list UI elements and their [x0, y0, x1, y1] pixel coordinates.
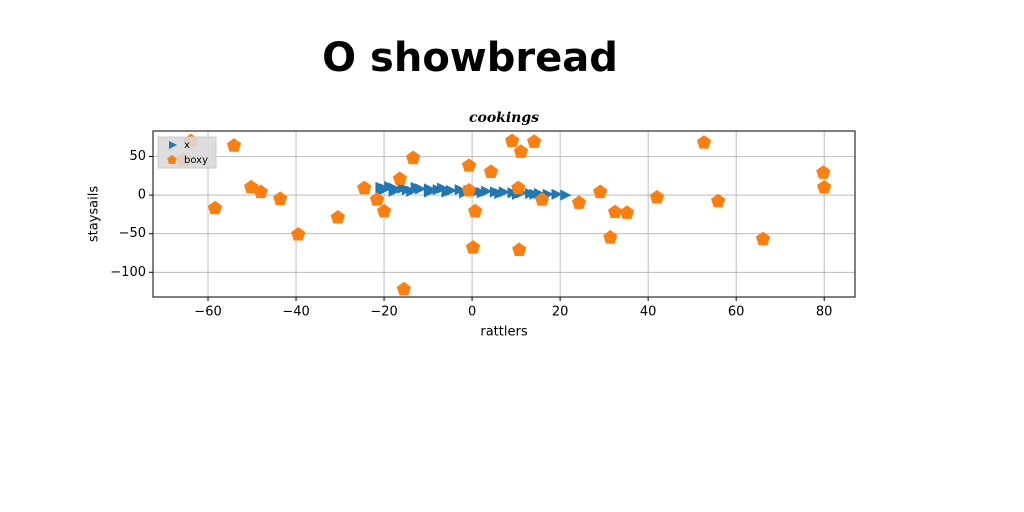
point [207, 200, 223, 215]
point [608, 204, 623, 219]
y-tick-label: 50 [129, 149, 146, 164]
point [423, 186, 436, 198]
point [226, 138, 242, 152]
point [755, 231, 771, 246]
point [619, 205, 635, 219]
x-tick-label: 60 [728, 305, 745, 320]
point [529, 188, 541, 200]
point [483, 164, 499, 178]
axes-title: cookings [469, 110, 539, 126]
point [330, 210, 345, 224]
point [406, 150, 421, 165]
point [649, 189, 665, 204]
point [406, 185, 418, 197]
x-tick-label: −60 [194, 305, 221, 320]
point [468, 203, 483, 218]
legend-marker [167, 155, 177, 164]
point [291, 227, 306, 241]
point [415, 183, 427, 195]
point [711, 193, 726, 208]
point [551, 188, 563, 200]
point [534, 192, 550, 206]
legend-marker [169, 141, 177, 149]
point [441, 186, 453, 198]
point [512, 242, 527, 256]
x-tick-label: 0 [468, 305, 476, 320]
y-tick-label: −100 [110, 265, 146, 280]
legend-label: boxy [184, 155, 208, 166]
point [696, 135, 712, 149]
point [527, 134, 542, 148]
plot-frame [152, 130, 856, 298]
x-tick-label: 40 [640, 305, 657, 320]
point [388, 185, 400, 197]
x-tick-label: 20 [552, 305, 569, 320]
point [461, 158, 477, 172]
point [357, 180, 372, 195]
legend-label: x [184, 140, 190, 151]
point [392, 171, 407, 185]
point [253, 184, 268, 199]
legend-box [157, 136, 217, 169]
x-tick-label: 80 [816, 305, 833, 320]
point [511, 180, 526, 195]
point [560, 189, 572, 201]
point [476, 187, 488, 199]
point [461, 183, 477, 197]
point [816, 165, 831, 179]
point [505, 133, 520, 148]
point [817, 179, 832, 194]
y-tick-label: 0 [138, 188, 146, 203]
point [396, 281, 411, 296]
x-tick-label: −40 [282, 305, 309, 320]
point [369, 192, 385, 206]
x-axis-label: rattlers [480, 325, 527, 340]
x-tick-label: −20 [370, 305, 397, 320]
point [376, 203, 392, 218]
y-axis-label: staysails [87, 186, 102, 242]
legend: x boxy [157, 136, 217, 169]
point [593, 184, 608, 199]
figure-title: O showbread [322, 35, 618, 81]
y-tick-label: −50 [119, 226, 146, 241]
point [571, 195, 587, 209]
point [465, 240, 481, 254]
point [273, 191, 288, 205]
point [494, 187, 506, 200]
point [513, 144, 529, 158]
point [603, 230, 618, 244]
